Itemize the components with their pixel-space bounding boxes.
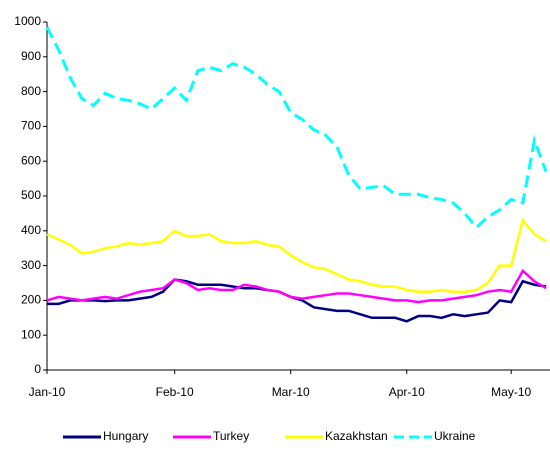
y-tick-label: 600 — [21, 153, 41, 167]
legend-label: Ukraine — [434, 429, 476, 443]
y-tick-label: 900 — [21, 49, 41, 63]
x-tick-label: Apr-10 — [389, 385, 425, 399]
y-tick-label: 100 — [21, 327, 41, 341]
x-tick-label: Mar-10 — [272, 385, 310, 399]
y-tick-label: 800 — [21, 84, 41, 98]
y-tick-label: 500 — [21, 188, 41, 202]
series-line — [46, 268, 547, 304]
legend-label: Hungary — [103, 429, 148, 443]
y-tick-label: 400 — [21, 223, 41, 237]
y-tick-label: 0 — [34, 362, 41, 376]
series-line — [45, 26, 548, 230]
y-tick-label: 1000 — [14, 14, 41, 28]
x-tick-label: Jan-10 — [29, 385, 66, 399]
series-line — [46, 217, 547, 293]
legend-label: Kazakhstan — [325, 429, 388, 443]
x-tick-label: May-10 — [491, 385, 531, 399]
x-tick-label: Feb-10 — [156, 385, 194, 399]
y-tick-label: 700 — [21, 119, 41, 133]
series-line — [47, 278, 547, 323]
y-tick-label: 200 — [21, 293, 41, 307]
y-tick-label: 300 — [21, 258, 41, 272]
legend-label: Turkey — [213, 429, 249, 443]
